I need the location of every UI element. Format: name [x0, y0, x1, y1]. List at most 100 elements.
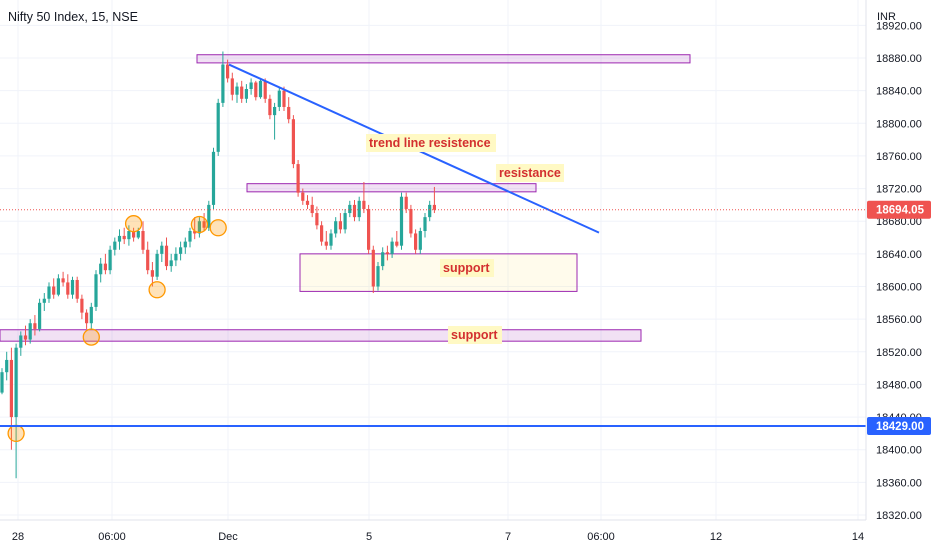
candle-body[interactable] [122, 235, 126, 240]
candle-body[interactable] [352, 204, 357, 218]
candle-body[interactable] [155, 253, 159, 277]
candle-body[interactable] [42, 298, 46, 303]
candle-body[interactable] [287, 106, 291, 120]
candle-body[interactable] [338, 221, 342, 230]
candle-body[interactable] [216, 102, 220, 152]
candle-body[interactable] [75, 279, 79, 299]
candle-body[interactable] [244, 89, 248, 99]
candle-body[interactable] [136, 231, 140, 238]
candle-body[interactable] [395, 241, 399, 246]
candle-body[interactable] [371, 249, 375, 287]
note-background [448, 326, 502, 344]
candle-body[interactable] [376, 266, 380, 287]
candle-body[interactable] [254, 82, 258, 98]
candle-body[interactable] [19, 335, 23, 348]
candle-body[interactable] [320, 225, 324, 242]
candle-body[interactable] [94, 274, 98, 307]
candle-body[interactable] [329, 233, 333, 246]
candle-body[interactable] [23, 335, 28, 340]
candle-body[interactable] [14, 347, 18, 418]
candle-body[interactable] [357, 200, 361, 218]
candle-body[interactable] [428, 204, 432, 218]
candle-body[interactable] [249, 82, 253, 90]
candle-body[interactable] [240, 86, 244, 99]
candle-body[interactable] [310, 204, 314, 214]
candle-body[interactable] [0, 372, 4, 393]
candle-body[interactable] [399, 196, 404, 246]
candle-body[interactable] [432, 204, 436, 210]
candle-body[interactable] [89, 306, 93, 324]
candle-body[interactable] [301, 192, 305, 201]
candle-body[interactable] [202, 221, 206, 228]
candle-body[interactable] [258, 80, 263, 98]
candle-body[interactable] [404, 196, 408, 209]
candle-body[interactable] [113, 241, 117, 250]
candle-body[interactable] [80, 298, 84, 313]
time-tick-label: 06:00 [587, 531, 615, 543]
candle-body[interactable] [193, 231, 197, 234]
candle-body[interactable] [117, 235, 122, 242]
candle-body[interactable] [291, 119, 295, 165]
candle-body[interactable] [390, 241, 394, 254]
candle-body[interactable] [164, 245, 169, 267]
candle-body[interactable] [56, 278, 60, 295]
candle-body[interactable] [367, 208, 371, 250]
candle-body[interactable] [273, 106, 277, 116]
candle-body[interactable] [348, 204, 352, 214]
candle-body[interactable] [226, 64, 230, 79]
candle-body[interactable] [99, 263, 103, 275]
candle-body[interactable] [146, 249, 150, 271]
candle-body[interactable] [127, 231, 131, 240]
candle-body[interactable] [108, 249, 112, 271]
candle-body[interactable] [169, 260, 173, 267]
candle-body[interactable] [52, 286, 56, 295]
candle-body[interactable] [85, 312, 89, 324]
candle-body[interactable] [5, 359, 9, 373]
candles-layer[interactable] [0, 51, 436, 479]
candle-body[interactable] [305, 200, 310, 205]
candle-body[interactable] [211, 151, 216, 205]
candle-body[interactable] [197, 221, 201, 234]
candle-body[interactable] [141, 231, 145, 250]
candle-body[interactable] [423, 217, 427, 232]
candle-body[interactable] [343, 213, 347, 230]
candle-body[interactable] [268, 98, 272, 116]
candle-body[interactable] [414, 233, 418, 250]
time-axis[interactable]: 28 06:00 Dec 5 7 06:00 12 14 [0, 519, 866, 543]
candle-body[interactable] [324, 241, 328, 246]
candle-body[interactable] [418, 231, 422, 250]
candle-body[interactable] [409, 208, 413, 234]
candle-body[interactable] [70, 279, 75, 295]
candle-body[interactable] [296, 164, 300, 193]
candle-body[interactable] [33, 323, 37, 329]
candle-body[interactable] [315, 213, 319, 226]
candle-body[interactable] [9, 359, 13, 418]
candle-body[interactable] [160, 245, 164, 254]
candle-body[interactable] [38, 302, 42, 329]
candle-body[interactable] [28, 323, 32, 340]
candle-body[interactable] [150, 270, 154, 277]
candle-body[interactable] [235, 86, 239, 95]
candle-body[interactable] [47, 286, 51, 299]
candle-body[interactable] [174, 253, 178, 261]
candle-body[interactable] [66, 282, 70, 295]
candle-body[interactable] [221, 64, 225, 103]
candle-body[interactable] [385, 252, 389, 254]
candle-body[interactable] [263, 80, 267, 99]
candle-body[interactable] [334, 221, 338, 234]
candle-body[interactable] [183, 241, 187, 248]
candle-body[interactable] [362, 200, 366, 209]
candle-body[interactable] [179, 247, 183, 254]
candle-body[interactable] [277, 90, 281, 107]
candle-body[interactable] [103, 263, 107, 271]
candle-body[interactable] [188, 231, 192, 242]
price-axis[interactable]: 18320.0018360.0018400.0018440.0018480.00… [865, 0, 932, 550]
candle-body[interactable] [282, 90, 286, 107]
price-tick-label: 18880.00 [876, 53, 922, 65]
candle-body[interactable] [230, 78, 234, 95]
candle-body[interactable] [381, 252, 385, 267]
candle-body[interactable] [132, 231, 136, 238]
candle-body[interactable] [207, 204, 211, 228]
candle-body[interactable] [61, 278, 65, 283]
